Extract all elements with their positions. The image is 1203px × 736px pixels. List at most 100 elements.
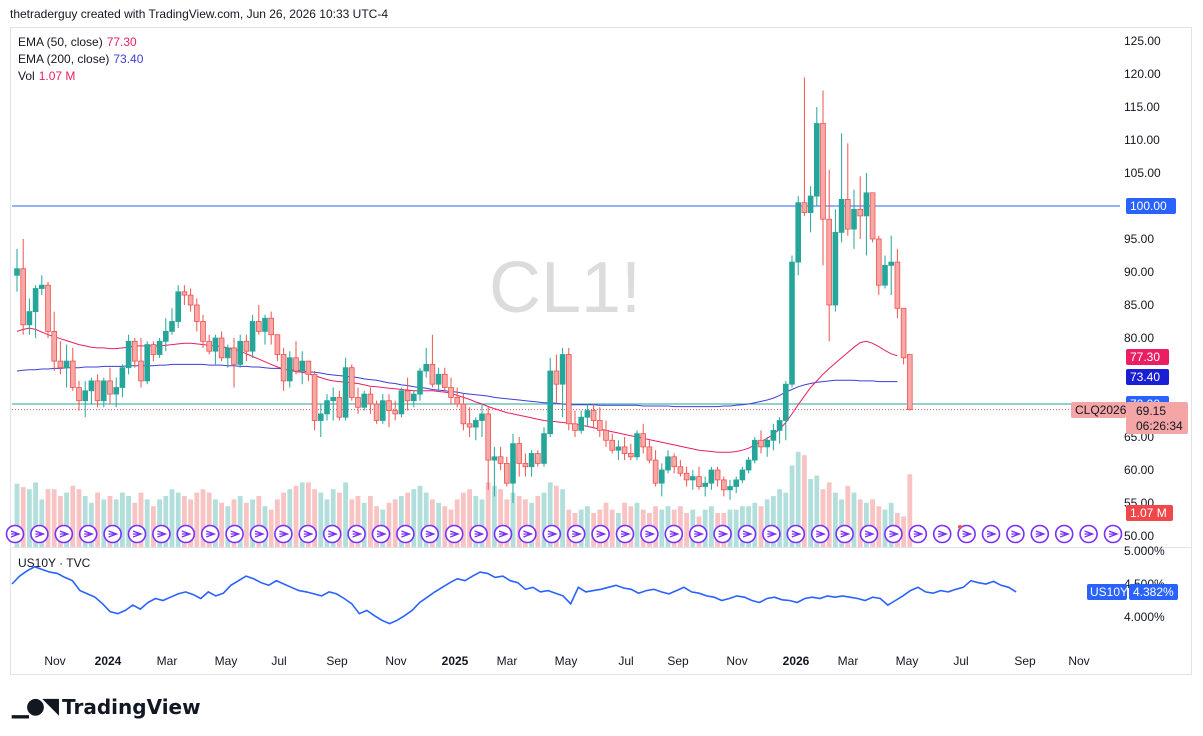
candle[interactable] xyxy=(342,357,349,421)
candle[interactable] xyxy=(547,357,553,437)
event-arrow-icon[interactable] xyxy=(932,524,952,544)
candle[interactable] xyxy=(410,390,417,408)
event-arrow-icon[interactable] xyxy=(957,524,976,544)
candle[interactable] xyxy=(528,450,535,477)
event-arrow-icon[interactable] xyxy=(249,524,269,544)
candle[interactable] xyxy=(727,479,733,500)
candle[interactable] xyxy=(429,334,436,388)
candle[interactable] xyxy=(714,466,721,487)
candle[interactable] xyxy=(231,338,237,388)
candle[interactable] xyxy=(355,387,361,414)
candle[interactable] xyxy=(609,433,615,454)
event-arrow-icon[interactable] xyxy=(322,524,342,544)
candle[interactable] xyxy=(894,248,901,319)
candle[interactable] xyxy=(144,341,151,385)
event-arrow-icon[interactable] xyxy=(518,524,537,544)
candle[interactable] xyxy=(39,275,45,296)
candle[interactable] xyxy=(324,394,330,421)
candle[interactable] xyxy=(398,387,405,418)
candle[interactable] xyxy=(721,476,727,497)
candle[interactable] xyxy=(807,186,814,233)
candle[interactable] xyxy=(634,430,640,461)
candle[interactable] xyxy=(708,466,715,490)
candle[interactable] xyxy=(615,440,622,461)
candle[interactable] xyxy=(280,347,287,391)
event-arrow-icon[interactable] xyxy=(493,524,513,544)
candle[interactable] xyxy=(845,143,851,236)
candle[interactable] xyxy=(392,400,398,421)
candle[interactable] xyxy=(900,307,907,365)
event-arrow-icon[interactable] xyxy=(1054,524,1074,544)
candle[interactable] xyxy=(125,334,132,375)
candle[interactable] xyxy=(317,404,324,437)
candle[interactable] xyxy=(510,433,516,503)
candle[interactable] xyxy=(863,173,870,256)
event-arrow-icon[interactable] xyxy=(371,524,391,544)
candle[interactable] xyxy=(293,341,299,375)
legend-vol[interactable]: Vol 1.07 M xyxy=(18,69,75,83)
event-arrow-icon[interactable] xyxy=(810,524,830,544)
candle[interactable] xyxy=(169,308,175,335)
candle[interactable] xyxy=(646,440,653,464)
candle[interactable] xyxy=(218,331,225,362)
chart-canvas[interactable]: CL1! 125.00 120.00 115.00 110.00 105.00 95.00… xyxy=(0,0,1203,690)
candle[interactable] xyxy=(789,255,795,388)
candle[interactable] xyxy=(783,380,789,441)
tradingview-logo[interactable]: ▁●◥ TradingView xyxy=(12,694,201,719)
candle[interactable] xyxy=(621,437,628,461)
candle[interactable] xyxy=(485,407,491,490)
candle[interactable] xyxy=(336,390,343,421)
event-arrow-icon[interactable] xyxy=(152,524,171,544)
candle[interactable] xyxy=(212,334,219,365)
candle[interactable] xyxy=(491,446,498,497)
event-arrow-icon[interactable] xyxy=(908,524,928,544)
candle[interactable] xyxy=(497,446,504,470)
candle[interactable] xyxy=(851,189,857,249)
event-arrow-icon[interactable] xyxy=(176,524,196,544)
candle[interactable] xyxy=(379,394,386,424)
candle[interactable] xyxy=(671,453,677,474)
candle[interactable] xyxy=(51,311,57,371)
candle[interactable] xyxy=(460,394,467,431)
candle[interactable] xyxy=(224,344,231,368)
event-arrow-icon[interactable] xyxy=(1006,524,1025,544)
candle[interactable] xyxy=(696,466,702,490)
candle[interactable] xyxy=(274,334,281,362)
candle[interactable] xyxy=(311,371,318,431)
candle[interactable] xyxy=(522,453,529,477)
event-arrow-icon[interactable] xyxy=(78,524,98,544)
badge-volume[interactable]: 1.07 M xyxy=(1126,505,1173,521)
candle[interactable] xyxy=(677,460,684,477)
candle[interactable] xyxy=(603,420,609,447)
event-arrow-icon[interactable] xyxy=(396,524,415,544)
event-arrow-icon[interactable] xyxy=(786,524,806,544)
candle[interactable] xyxy=(417,367,423,401)
event-arrow-icon[interactable] xyxy=(737,524,757,544)
badge-level-100[interactable]: 100.00 xyxy=(1126,198,1176,214)
candle[interactable] xyxy=(857,176,863,239)
candle[interactable] xyxy=(733,476,739,494)
event-arrow-icon[interactable] xyxy=(1103,524,1123,544)
candle[interactable] xyxy=(423,347,429,378)
candle[interactable] xyxy=(578,410,584,434)
candle[interactable] xyxy=(640,423,646,454)
candle[interactable] xyxy=(745,456,752,474)
candle[interactable] xyxy=(107,367,113,404)
candle[interactable] xyxy=(156,338,163,358)
candle[interactable] xyxy=(479,404,485,437)
candle[interactable] xyxy=(441,367,448,391)
candle[interactable] xyxy=(255,305,262,335)
candle[interactable] xyxy=(764,437,770,457)
event-arrow-icon[interactable] xyxy=(347,524,366,544)
candle[interactable] xyxy=(262,314,268,345)
candle[interactable] xyxy=(26,298,33,335)
candle[interactable] xyxy=(838,133,845,243)
event-arrow-icon[interactable] xyxy=(274,524,293,544)
badge-us10y[interactable]: US10Y 4.382% xyxy=(1087,584,1178,600)
candle[interactable] xyxy=(57,341,64,375)
candle[interactable] xyxy=(665,450,671,474)
candle[interactable] xyxy=(907,354,913,411)
candle[interactable] xyxy=(553,354,560,405)
candle[interactable] xyxy=(268,311,274,345)
candle[interactable] xyxy=(138,338,144,388)
